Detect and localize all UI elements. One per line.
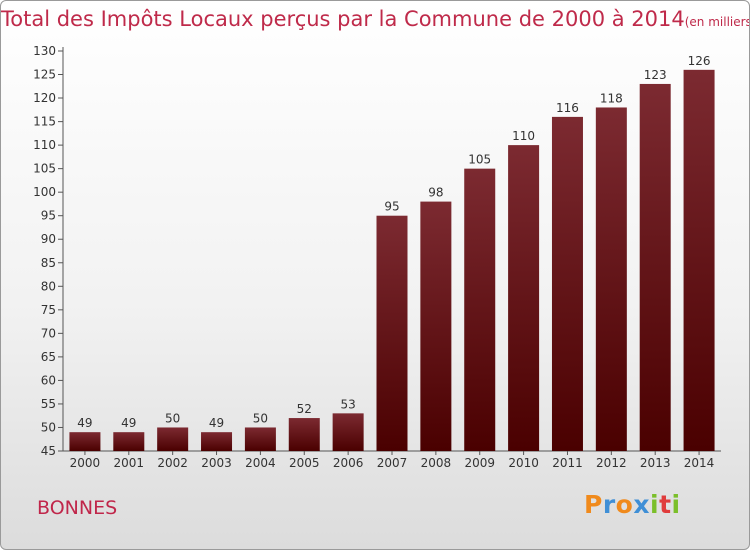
x-tick-label: 2007 (377, 456, 408, 470)
x-tick-label: 2010 (508, 456, 539, 470)
logo-letter: t (659, 490, 672, 519)
logo-letter: x (633, 490, 650, 519)
data-label: 53 (340, 397, 355, 411)
y-tick-label: 115 (33, 115, 56, 129)
bar (595, 107, 627, 452)
bar (508, 145, 540, 451)
x-tick-label: 2008 (421, 456, 452, 470)
data-label: 49 (209, 416, 224, 430)
bar (288, 418, 320, 451)
logo-letter: o (615, 490, 634, 519)
data-label: 110 (512, 129, 535, 143)
bar (464, 168, 496, 451)
x-tick-label: 2012 (596, 456, 627, 470)
y-tick-label: 85 (41, 256, 56, 270)
y-tick-label: 130 (33, 44, 56, 58)
y-tick-label: 105 (33, 162, 56, 176)
logo-letter: P (584, 490, 603, 519)
logo-letter: i (671, 490, 681, 519)
x-tick-label: 2009 (464, 456, 495, 470)
x-tick-label: 2011 (552, 456, 583, 470)
bar (244, 427, 276, 451)
x-tick-label: 2001 (114, 456, 145, 470)
x-tick-label: 2003 (201, 456, 232, 470)
data-label: 123 (644, 68, 667, 82)
y-tick-label: 45 (41, 444, 56, 458)
bar (376, 215, 408, 451)
chart-title-unit: (en milliers d'€) (684, 15, 750, 29)
data-label: 50 (253, 411, 268, 425)
proxiti-logo[interactable]: Proxiti (584, 490, 681, 519)
logo-letter: i (650, 490, 660, 519)
y-tick-label: 75 (41, 303, 56, 317)
y-tick-label: 70 (41, 326, 56, 340)
bar (332, 413, 364, 451)
bar (201, 432, 233, 451)
data-label: 52 (297, 402, 312, 416)
bar (157, 427, 189, 451)
y-tick-label: 110 (33, 138, 56, 152)
x-tick-label: 2013 (640, 456, 671, 470)
y-tick-label: 95 (41, 209, 56, 223)
x-tick-label: 2014 (684, 456, 715, 470)
data-label: 49 (121, 416, 136, 430)
data-label: 116 (556, 101, 579, 115)
data-label: 95 (384, 200, 399, 214)
chart-title-main: Total des Impôts Locaux perçus par la Co… (1, 7, 685, 31)
x-tick-label: 2005 (289, 456, 320, 470)
data-label: 126 (688, 54, 711, 68)
commune-name: BONNES (37, 497, 118, 519)
bar (69, 432, 101, 451)
y-tick-label: 65 (41, 350, 56, 364)
bar (113, 432, 145, 451)
data-label: 105 (468, 153, 491, 167)
bar (639, 83, 671, 452)
y-tick-label: 80 (41, 279, 56, 293)
logo-letter: r (602, 490, 616, 519)
data-label: 118 (600, 91, 623, 105)
bar (420, 201, 452, 451)
data-label: 50 (165, 411, 180, 425)
x-tick-label: 2000 (70, 456, 101, 470)
bar (683, 69, 715, 451)
y-tick-label: 100 (33, 185, 56, 199)
y-tick-label: 125 (33, 68, 56, 82)
data-label: 98 (428, 186, 443, 200)
y-tick-label: 90 (41, 232, 56, 246)
chart-title: Total des Impôts Locaux perçus par la Co… (1, 7, 750, 31)
x-tick-label: 2006 (333, 456, 364, 470)
y-tick-label: 50 (41, 420, 56, 434)
x-tick-label: 2002 (157, 456, 188, 470)
y-tick-label: 55 (41, 397, 56, 411)
data-label: 49 (77, 416, 92, 430)
x-tick-label: 2004 (245, 456, 276, 470)
bar (551, 116, 583, 451)
y-tick-label: 120 (33, 91, 56, 105)
y-tick-label: 60 (41, 373, 56, 387)
